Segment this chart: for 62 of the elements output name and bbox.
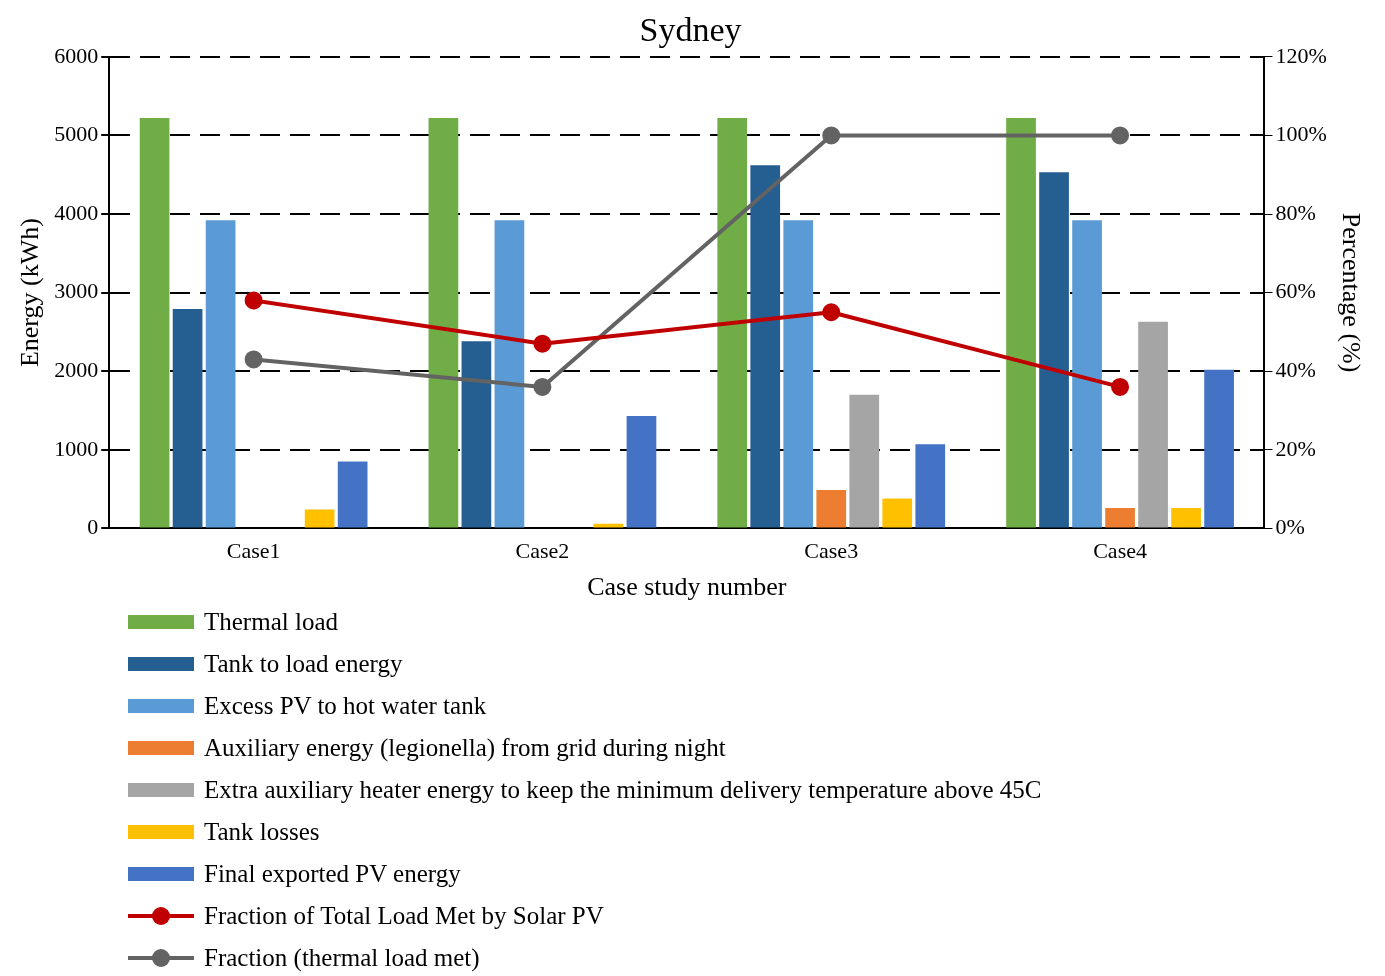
legend-label: Tank to load energy [204,650,403,678]
legend-label: Fraction of Total Load Met by Solar PV [204,902,604,930]
point [1111,377,1130,396]
y-tick-label: 1000 [54,435,99,461]
bar [783,220,814,528]
legend-label: Excess PV to hot water tank [204,692,487,720]
bar [1138,321,1168,528]
bar [816,489,847,528]
bar [915,444,946,528]
bar [1171,507,1201,528]
point [1111,126,1130,145]
bar [461,341,492,528]
bar [304,509,335,528]
bar [626,416,657,528]
bar [750,165,781,528]
legend-label: Final exported PV energy [204,860,461,888]
y-tick-label: 5000 [54,121,99,147]
y2-axis-title: Percentage (%) [1336,212,1366,373]
x-tick-label: Case3 [804,538,859,564]
y-tick-label: 2000 [54,356,99,382]
x-tick-label: Case1 [226,538,281,564]
bar [882,498,913,528]
legend-label: Extra auxiliary heater energy to keep the minimum delivery temperature above 45C [204,776,1042,804]
y2-tick-label: 120% [1275,42,1327,68]
point [244,291,263,310]
bar [1204,369,1234,528]
bar [1105,507,1135,528]
point [533,377,552,396]
y2-tick-label: 100% [1275,121,1327,147]
bar [428,118,459,528]
y-axis-title: Energy (kWh) [15,218,45,368]
bar [494,220,525,528]
x-tick-label: Case2 [515,538,570,564]
y2-tick-label: 0% [1275,514,1305,540]
legend-label: Auxiliary energy (legionella) from grid during night [204,734,726,762]
bar [717,118,748,528]
x-axis-title: Case study number [587,572,787,602]
point [822,126,841,145]
legend-label: Tank losses [204,818,320,846]
bar [205,220,236,528]
y-tick-label: 0 [87,514,99,540]
bar [172,309,203,528]
bar [1039,172,1069,528]
y-tick-label: 3000 [54,278,99,304]
point [244,350,263,369]
bar [337,461,368,528]
y2-tick-label: 60% [1275,278,1316,304]
legend-label: Thermal load [204,608,338,636]
point [822,303,841,322]
point [533,334,552,353]
legend-label: Fraction (thermal load met) [204,944,480,972]
y-tick-label: 4000 [54,199,99,225]
bar [1072,220,1102,528]
bar [1006,118,1036,528]
chart-title: Sydney [639,11,742,49]
x-tick-label: Case4 [1093,538,1147,564]
y2-tick-label: 80% [1275,199,1316,225]
bar [139,118,170,528]
bar [849,394,880,528]
y-tick-label: 6000 [54,42,99,68]
y2-tick-label: 20% [1275,435,1316,461]
y2-tick-label: 40% [1275,356,1316,382]
